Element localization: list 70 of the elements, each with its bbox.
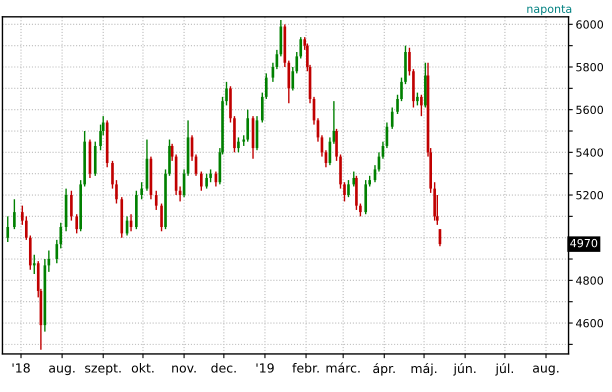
- candlestick: [246, 108, 250, 142]
- candlestick: [347, 179, 350, 198]
- candlestick: [55, 239, 58, 264]
- candlestick: [13, 198, 16, 230]
- candlestick: [115, 179, 118, 204]
- candlestick: [59, 222, 62, 250]
- y-tick-label: 4800: [576, 276, 604, 285]
- candlestick: [160, 202, 163, 232]
- x-tick-label: nov.: [172, 366, 196, 373]
- candlestick: [374, 164, 376, 183]
- candlestick: [190, 134, 194, 162]
- candlestick: [295, 51, 298, 74]
- candlestick: [237, 136, 240, 154]
- candlestick: [111, 160, 114, 190]
- x-tick-label: '18: [12, 363, 30, 373]
- x-tick-label: '19: [256, 363, 274, 373]
- candlestick: [170, 143, 174, 162]
- x-tick-label: máj.: [412, 363, 436, 376]
- x-tick-label: jún.: [453, 363, 476, 376]
- candlestick: [420, 94, 423, 117]
- candlestick: [400, 76, 403, 102]
- y-tick-label: 4600: [576, 319, 604, 328]
- x-tick-label: aug.: [49, 366, 75, 376]
- candlestick: [291, 66, 294, 92]
- candlestick: [343, 182, 346, 202]
- candlestick: [200, 170, 203, 192]
- x-tick-label: júl.: [495, 363, 513, 376]
- candlestick: [276, 49, 278, 70]
- candlestick: [75, 214, 78, 234]
- x-tick-label: febr.: [292, 363, 319, 373]
- candlestick: [396, 94, 399, 115]
- candlestick: [260, 92, 264, 124]
- candlestick: [154, 190, 158, 211]
- x-tick-label: szept.: [85, 364, 121, 376]
- x-tick-label: dec.: [211, 363, 236, 373]
- x-tick-label: ápr.: [373, 363, 395, 376]
- candlestick: [194, 154, 198, 177]
- candlestick: [316, 118, 320, 142]
- candlestick: [312, 96, 316, 126]
- candlestick: [6, 216, 10, 243]
- annotation: 4970: [570, 238, 598, 248]
- candlestick: [214, 170, 218, 188]
- candlestick: [225, 81, 228, 106]
- candlestick: [272, 62, 274, 83]
- candlestick: [264, 72, 268, 100]
- x-tick-label: márc.: [326, 362, 360, 373]
- candlestick: [368, 175, 372, 188]
- text: naponta: [527, 5, 572, 16]
- x-tick-label: okt.: [132, 363, 154, 373]
- candlestick: [332, 100, 336, 145]
- candlestick: [24, 216, 28, 241]
- y-tick-label: 5600: [576, 106, 604, 114]
- candlestick: [390, 106, 394, 130]
- x-tick-label: aug.: [533, 366, 558, 376]
- candlestick: [299, 36, 302, 60]
- candlestick: [140, 182, 143, 200]
- candlestick: [21, 204, 24, 226]
- candlestick: [209, 168, 212, 183]
- candlestick: [438, 228, 442, 247]
- candlestick: [205, 172, 208, 190]
- y-tick-label: 5200: [576, 190, 604, 200]
- y-tick-label: 5400: [576, 148, 604, 157]
- candlestick: [130, 214, 132, 232]
- candlestick: [352, 170, 356, 188]
- candlestick: [48, 250, 50, 273]
- candlestick: [328, 136, 332, 166]
- y-tick-label: 6000: [576, 20, 604, 29]
- candlestick: [70, 190, 73, 222]
- candlestick: [126, 216, 128, 236]
- y-tick-label: 5800: [576, 62, 604, 72]
